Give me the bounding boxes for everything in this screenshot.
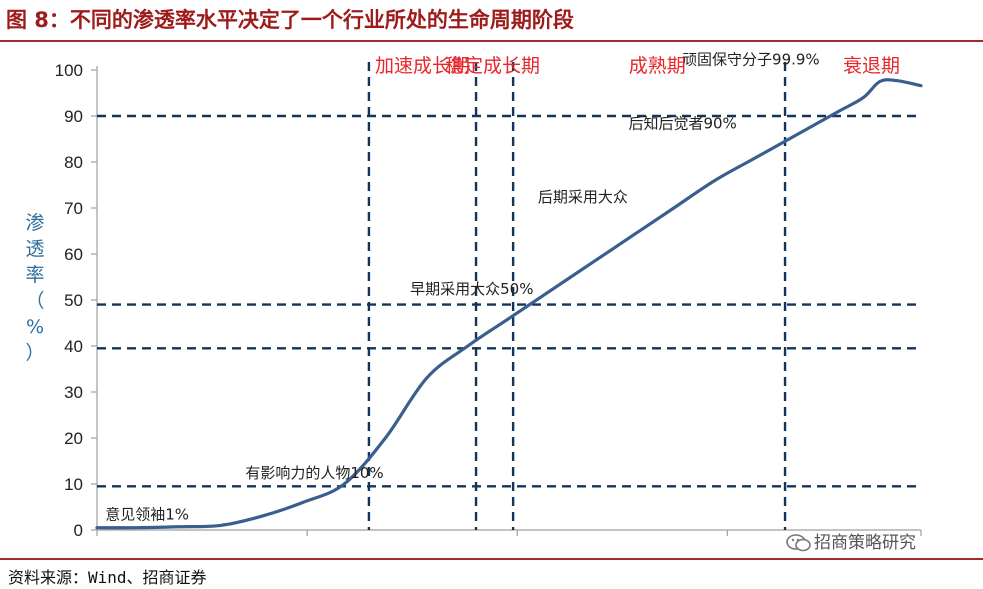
y-tick-label: 20 <box>64 429 83 448</box>
curve-annotation: 意见领袖1% <box>105 505 189 523</box>
y-tick-label: 100 <box>55 61 83 80</box>
title-rule <box>0 40 983 42</box>
y-tick-label: 30 <box>64 383 83 402</box>
figure-title: 图 8：不同的渗透率水平决定了一个行业所处的生命周期阶段 <box>6 8 574 32</box>
phase-label: 稳定成长期 <box>445 55 540 77</box>
phase-label: 加速成长期 <box>375 55 470 77</box>
y-tick-label: 80 <box>64 153 83 172</box>
y-axis-label: 渗 透 率 （ % ） <box>22 210 48 366</box>
y-tick-label: 10 <box>64 475 83 494</box>
curve-annotation: 有影响力的人物10% <box>245 464 383 482</box>
y-axis-label-char: ） <box>25 342 45 364</box>
y-tick-label: 60 <box>64 245 83 264</box>
watermark: 招商策略研究 <box>786 528 916 553</box>
y-tick-label: 0 <box>74 521 83 540</box>
y-axis-label-char: （ <box>25 290 45 312</box>
y-tick-label: 70 <box>64 199 83 218</box>
curve-annotation: 后知后觉者90% <box>628 114 736 132</box>
source-rule <box>0 558 983 560</box>
penetration-lifecycle-chart: 0 10 20 30 40 50 60 70 80 90 100 意见领袖1% 有影响力的人物10% 早期… <box>55 50 923 540</box>
watermark-text: 招商策略研究 <box>814 533 916 553</box>
penetration-curve <box>95 78 923 530</box>
curve-annotation: 后期采用大众 <box>538 188 628 206</box>
y-tick-label: 40 <box>64 337 83 356</box>
y-tick-label: 90 <box>64 107 83 126</box>
curve-annotation: 早期采用大众50% <box>410 280 533 298</box>
curve-annotation: 顽固保守分子99.9% <box>682 50 820 68</box>
y-tick-label: 50 <box>64 291 83 310</box>
y-axis-label-char: 率 <box>25 264 45 286</box>
phase-label: 衰退期 <box>843 55 900 77</box>
y-axis-label-char: 透 <box>25 238 45 260</box>
wechat-icon <box>786 533 812 553</box>
source-note: 资料来源：Wind、招商证券 <box>8 568 207 587</box>
y-axis-label-char: 渗 <box>25 212 45 234</box>
phase-label: 成熟期 <box>629 55 686 77</box>
y-axis-label-char: % <box>25 316 45 338</box>
